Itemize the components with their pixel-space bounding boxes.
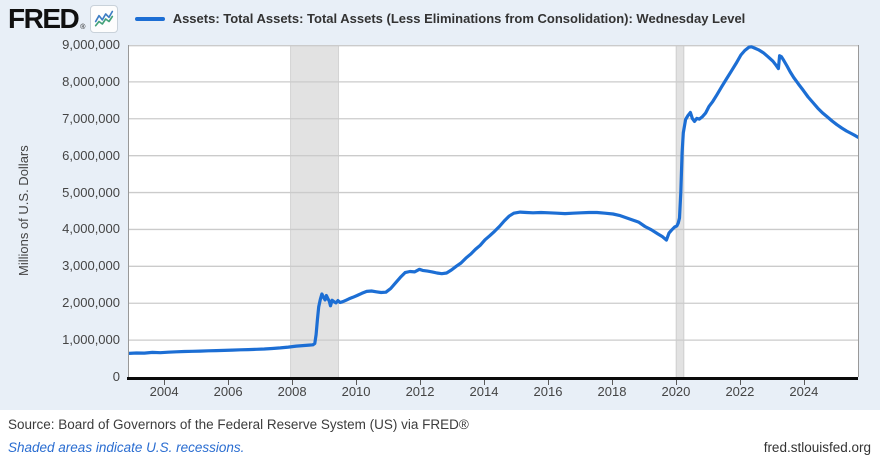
x-tick-mark bbox=[739, 380, 741, 385]
chart-region: FRED ® Assets: Total Assets: Total Asset… bbox=[0, 0, 880, 410]
chart-legend: Assets: Total Assets: Total Assets (Less… bbox=[0, 11, 880, 26]
x-tick-label: 2006 bbox=[213, 384, 243, 399]
footer: Source: Board of Governors of the Federa… bbox=[0, 410, 880, 463]
y-tick-label: 9,000,000 bbox=[62, 37, 120, 52]
x-tick-label: 2022 bbox=[725, 384, 755, 399]
x-tick-label: 2012 bbox=[405, 384, 435, 399]
plot-area[interactable] bbox=[128, 45, 859, 377]
y-tick-label: 3,000,000 bbox=[62, 258, 120, 274]
y-tick-label: 5,000,000 bbox=[62, 184, 120, 200]
recessions-note-link[interactable]: Shaded areas indicate U.S. recessions. bbox=[8, 440, 245, 455]
fred-logo-text: FRED bbox=[8, 3, 80, 34]
series-line bbox=[129, 45, 858, 355]
legend-series-label: Assets: Total Assets: Total Assets (Less… bbox=[172, 11, 746, 26]
x-tick-label: 2008 bbox=[277, 384, 307, 399]
x-tick-mark bbox=[547, 380, 549, 385]
x-tick-label: 2004 bbox=[149, 384, 179, 399]
y-tick-label: 0 bbox=[112, 369, 120, 384]
x-tick-mark bbox=[675, 380, 677, 385]
x-axis-line bbox=[127, 377, 858, 380]
y-tick-label: 2,000,000 bbox=[62, 295, 120, 311]
y-tick-label: 8,000,000 bbox=[62, 73, 120, 89]
x-tick-mark bbox=[356, 380, 358, 385]
recession-band bbox=[290, 45, 339, 377]
x-tick-mark bbox=[611, 380, 613, 385]
x-tick-mark bbox=[164, 380, 166, 385]
y-tick-label: 1,000,000 bbox=[62, 332, 120, 348]
y-tick-label: 4,000,000 bbox=[62, 221, 120, 237]
registered-mark: ® bbox=[80, 24, 86, 31]
y-tick-label: 6,000,000 bbox=[62, 147, 120, 163]
x-tick-label: 2018 bbox=[597, 384, 627, 399]
x-tick-label: 2014 bbox=[469, 384, 499, 399]
x-tick-label: 2016 bbox=[533, 384, 563, 399]
x-tick-mark bbox=[420, 380, 422, 385]
x-tick-mark bbox=[484, 380, 486, 385]
y-axis-title: Millions of U.S. Dollars bbox=[16, 145, 31, 277]
fred-logo[interactable]: FRED ® bbox=[8, 3, 119, 34]
x-tick-mark bbox=[803, 380, 805, 385]
legend-line-swatch bbox=[134, 16, 165, 21]
sparkline-icon bbox=[90, 5, 119, 33]
x-tick-mark bbox=[228, 380, 230, 385]
x-tick-mark bbox=[292, 380, 294, 385]
y-tick-label: 7,000,000 bbox=[62, 110, 120, 126]
fred-site-link[interactable]: fred.stlouisfed.org bbox=[763, 440, 871, 455]
x-tick-label: 2010 bbox=[341, 384, 371, 399]
x-tick-label: 2020 bbox=[661, 384, 691, 399]
x-tick-label: 2024 bbox=[789, 384, 819, 399]
source-text: Source: Board of Governors of the Federa… bbox=[8, 417, 469, 432]
